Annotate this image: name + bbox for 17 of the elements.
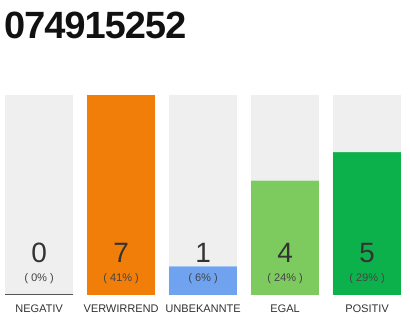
- x-tick-label: EGAL: [270, 303, 300, 315]
- data-label: 7: [113, 237, 129, 268]
- x-tick-label: UNBEKANNTE: [165, 303, 241, 315]
- annotation: ( 24% ): [267, 272, 303, 284]
- annotation: ( 6% ): [188, 272, 218, 284]
- data-label: 0: [31, 237, 47, 268]
- x-tick-label: POSITIV: [345, 303, 390, 315]
- data-label: 1: [195, 237, 211, 268]
- annotation: ( 29% ): [349, 272, 385, 284]
- chart-title: 074915252: [4, 5, 186, 47]
- data-label: 4: [277, 237, 293, 268]
- data-label: 5: [359, 237, 375, 268]
- x-tick-label: NEGATIV: [15, 303, 64, 315]
- bar: [168, 266, 238, 295]
- x-tick-label: VERWIRREND: [84, 303, 159, 315]
- annotation: ( 0% ): [24, 272, 54, 284]
- annotation: ( 41% ): [103, 272, 139, 284]
